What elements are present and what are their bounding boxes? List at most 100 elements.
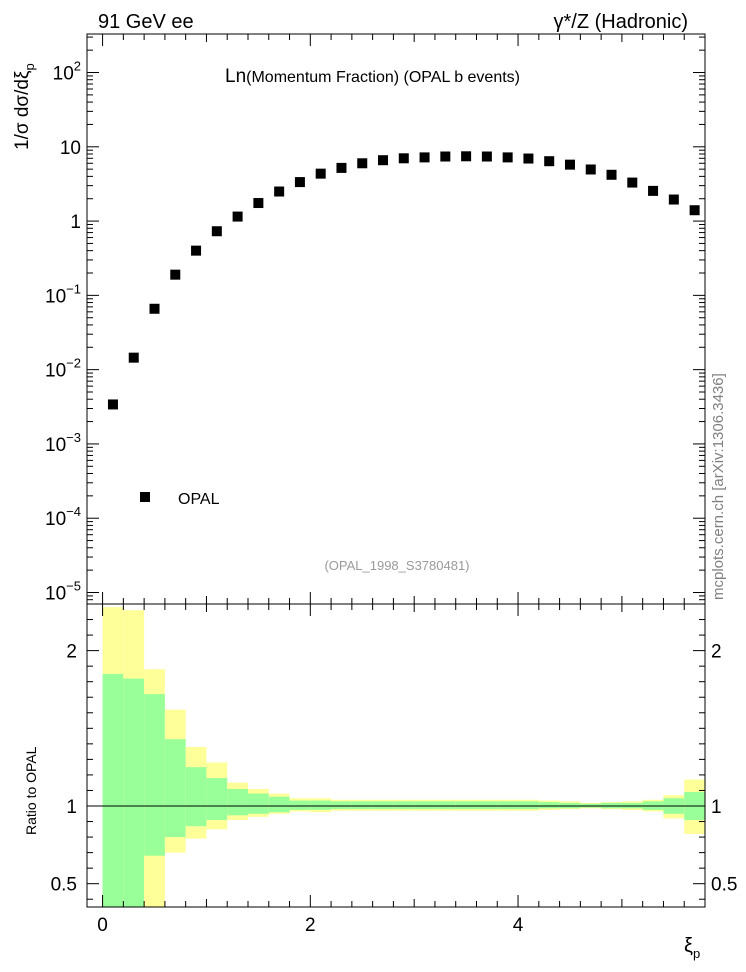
legend-label: OPAL <box>178 491 220 508</box>
data-point <box>564 159 575 170</box>
legend-marker <box>140 492 150 502</box>
data-point <box>648 185 659 196</box>
data-point <box>627 177 638 188</box>
y-tick-label: 10−3 <box>45 430 81 456</box>
data-point <box>481 151 492 162</box>
stat-uncertainty-band-bin <box>518 801 539 810</box>
plot-title: Ln(Momentum Fraction) (OPAL b events) <box>225 66 520 87</box>
y-tick-label: 10−4 <box>45 504 81 530</box>
data-point <box>523 153 534 164</box>
y-tick-label-exponent: −2 <box>66 356 81 371</box>
main-y-axis-label: 1/σ dσ/dξp <box>12 63 37 150</box>
data-point <box>398 153 409 164</box>
stat-uncertainty-band-bin <box>123 678 145 907</box>
data-point <box>668 194 679 205</box>
stat-uncertainty-band-bin <box>434 801 456 810</box>
data-point <box>585 164 596 175</box>
data-point <box>274 186 285 197</box>
data-point <box>253 198 264 209</box>
header-right-label: γ*/Z (Hadronic) <box>554 11 688 33</box>
plot-title-prefix: Ln <box>225 66 246 87</box>
y-tick-label-base: 10 <box>60 138 81 159</box>
main-y-axis-label-text: 1/σ dσ/dξ <box>12 70 33 150</box>
ratio-plot-layer: 0 2 4 0.5 0.5 1 1 2 2 <box>51 603 737 936</box>
data-point <box>149 303 160 314</box>
y-tick-label: 1 <box>70 212 81 233</box>
x-axis-label: ξp <box>684 935 700 961</box>
stat-uncertainty-band-bin <box>227 788 248 816</box>
data-point <box>461 151 472 162</box>
y-tick-label-base: 10 <box>53 64 74 85</box>
ratio-bands-layer <box>102 607 705 907</box>
stat-uncertainty-band-bin <box>310 800 332 810</box>
data-point <box>128 352 139 363</box>
data-point <box>336 162 347 173</box>
x-axis-label-text: ξ <box>684 935 693 957</box>
y-tick-label-base: 10 <box>45 583 66 604</box>
x-tick-label: 4 <box>513 915 524 936</box>
y-tick-label-base: 10 <box>45 286 66 307</box>
x-tick-label: 0 <box>97 915 108 936</box>
stat-uncertainty-band-bin <box>497 801 519 810</box>
y-tick-label: 10−2 <box>45 356 81 382</box>
y-tick-label-exponent: −5 <box>66 578 81 593</box>
data-point <box>357 158 368 169</box>
data-point <box>689 205 700 216</box>
y-tick-label: 10−1 <box>45 281 81 307</box>
stat-uncertainty-band-bin <box>455 801 477 810</box>
y-tick-label-base: 10 <box>45 361 66 382</box>
y-tick-label-base: 10 <box>45 435 66 456</box>
stat-uncertainty-band-bin <box>164 739 186 838</box>
data-point <box>315 168 326 179</box>
y-tick-label-base: 10 <box>45 509 66 530</box>
ratio-y-tick-label: 2 <box>66 642 77 663</box>
data-point <box>440 151 451 162</box>
y-tick-label-exponent: −3 <box>66 430 81 445</box>
data-point <box>502 152 513 163</box>
header-left-label: 91 GeV ee <box>98 11 194 33</box>
stat-uncertainty-band-bin <box>289 800 311 810</box>
ratio-y-tick-label-right: 0.5 <box>711 875 737 896</box>
data-point <box>107 399 118 410</box>
ratio-y-axis-label: Ratio to OPAL <box>23 746 39 835</box>
stat-uncertainty-band-bin <box>102 673 124 907</box>
y-tick-label: 102 <box>53 59 81 85</box>
ratio-y-tick-label: 0.5 <box>51 875 77 896</box>
y-tick-label-exponent: 2 <box>74 59 81 74</box>
data-point <box>191 245 202 256</box>
stat-uncertainty-band-bin <box>538 802 560 809</box>
y-tick-label: 10 <box>60 138 81 159</box>
data-point <box>606 169 617 180</box>
stat-uncertainty-band-bin <box>247 793 269 814</box>
y-tick-label-exponent: −1 <box>66 281 81 296</box>
plot-title-rest: (Momentum Fraction) (OPAL b events) <box>246 69 520 86</box>
data-point <box>378 155 389 166</box>
main-y-axis-label-sub: p <box>22 63 37 70</box>
data-point <box>211 226 222 237</box>
stat-uncertainty-band-bin <box>144 694 165 856</box>
stat-uncertainty-band-bin <box>351 801 373 810</box>
data-point <box>232 211 243 222</box>
data-point <box>294 177 305 188</box>
stat-uncertainty-band-bin <box>372 801 394 810</box>
stat-uncertainty-band-bin <box>414 801 435 810</box>
analysis-id-label: (OPAL_1998_S3780481) <box>324 558 469 573</box>
y-tick-label-base: 1 <box>70 212 81 233</box>
watermark-label: mcplots.cern.ch [arXiv:1306.3436] <box>710 373 727 600</box>
stat-uncertainty-band-bin <box>476 801 498 810</box>
stat-uncertainty-band-bin <box>185 767 207 827</box>
y-tick-label-exponent: −4 <box>66 504 81 519</box>
ratio-y-tick-label: 1 <box>66 797 77 818</box>
ratio-y-tick-label-right: 2 <box>711 642 722 663</box>
y-tick-label: 10−5 <box>45 578 81 604</box>
data-point <box>544 156 555 167</box>
stat-uncertainty-band-bin <box>331 801 352 810</box>
ratio-y-tick-label-right: 1 <box>711 797 722 818</box>
x-tick-label: 2 <box>305 915 316 936</box>
data-point <box>170 269 181 280</box>
stat-uncertainty-band-bin <box>206 778 228 820</box>
x-axis-label-sub: p <box>693 946 700 961</box>
data-point <box>419 152 430 163</box>
